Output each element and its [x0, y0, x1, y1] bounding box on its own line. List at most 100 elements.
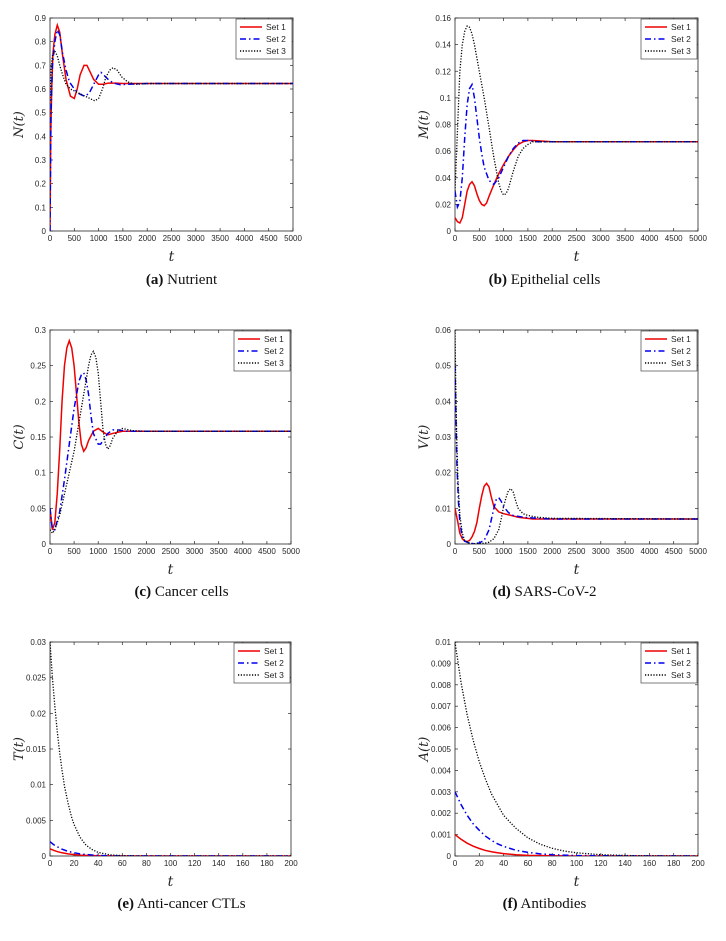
- x-tick-label: 4500: [665, 234, 683, 243]
- y-axis-label: M(t): [417, 110, 432, 140]
- caption-text: Nutrient: [167, 272, 218, 288]
- y-tick-label: 0.2: [35, 180, 47, 189]
- x-tick-label: 2000: [138, 234, 156, 243]
- x-tick-label: 2500: [568, 234, 586, 243]
- caption-f: (f) Antibodies: [363, 896, 726, 913]
- caption-tag: (f): [502, 896, 518, 912]
- x-tick-label: 200: [691, 859, 705, 868]
- y-tick-label: 0.01: [30, 781, 46, 790]
- x-tick-label: 4500: [258, 547, 276, 556]
- legend-label-2: Set 2: [264, 346, 284, 356]
- series-line-1: [455, 482, 698, 543]
- x-axis-label: t: [574, 249, 580, 265]
- y-tick-label: 0.007: [431, 702, 452, 711]
- y-tick-label: 0.16: [435, 14, 451, 23]
- x-tick-label: 40: [94, 859, 103, 868]
- x-tick-label: 3000: [186, 547, 204, 556]
- y-tick-label: 0.01: [435, 638, 451, 647]
- x-tick-label: 1500: [519, 547, 537, 556]
- y-tick-label: 0.04: [435, 397, 451, 406]
- legend-label-3: Set 3: [671, 358, 691, 368]
- x-tick-label: 3000: [187, 234, 205, 243]
- y-tick-label: 0.02: [435, 200, 451, 209]
- y-tick-label: 0: [42, 852, 47, 861]
- x-tick-label: 3000: [592, 234, 610, 243]
- legend-label-2: Set 2: [671, 34, 691, 44]
- y-tick-label: 0.08: [435, 121, 451, 130]
- y-tick-label: 0: [42, 227, 47, 236]
- chart-f: 0 20 40 60 80 100 120 140 160 180 200 0 0.001 0.002 0.…: [417, 638, 705, 890]
- x-tick-label: 0: [48, 859, 53, 868]
- x-axis-label: t: [169, 249, 175, 265]
- series-line-3: [50, 642, 291, 856]
- legend-label-3: Set 3: [264, 670, 284, 680]
- caption-text: Antibodies: [520, 896, 587, 912]
- series-line-3: [455, 330, 698, 544]
- y-tick-label: 0.3: [35, 326, 47, 335]
- y-tick-label: 0.1: [35, 469, 47, 478]
- caption-text: Cancer cells: [154, 584, 229, 600]
- x-tick-label: 160: [643, 859, 657, 868]
- y-tick-label: 0: [447, 227, 452, 236]
- x-tick-label: 1000: [89, 547, 107, 556]
- x-tick-label: 0: [48, 234, 53, 243]
- x-tick-label: 500: [473, 234, 487, 243]
- y-tick-label: 0.1: [440, 94, 452, 103]
- x-tick-label: 5000: [689, 547, 707, 556]
- legend-label-1: Set 1: [266, 22, 286, 32]
- x-tick-label: 3500: [616, 547, 634, 556]
- caption-tag: (a): [145, 272, 164, 288]
- caption-tag: (d): [492, 584, 511, 600]
- series-line-2: [455, 82, 698, 210]
- x-tick-label: 5000: [689, 234, 707, 243]
- y-tick-label: 0.25: [30, 362, 46, 371]
- legend-label-3: Set 3: [266, 46, 286, 56]
- x-tick-label: 40: [499, 859, 508, 868]
- series-line-1: [50, 22, 293, 231]
- x-tick-label: 4000: [641, 547, 659, 556]
- x-axis-label: t: [574, 562, 580, 578]
- y-tick-label: 0.14: [435, 41, 451, 50]
- y-tick-label: 0.002: [431, 809, 452, 818]
- legend-label-1: Set 1: [671, 334, 691, 344]
- x-axis-label: t: [168, 874, 174, 890]
- caption-text: SARS-CoV-2: [514, 584, 597, 600]
- series-line-3: [455, 25, 698, 196]
- y-axis-label: A(t): [417, 737, 432, 763]
- y-tick-label: 0.1: [35, 203, 47, 212]
- caption-a: (a) Nutrient: [0, 272, 363, 289]
- x-tick-label: 2500: [162, 547, 180, 556]
- y-tick-label: 0.3: [35, 156, 47, 165]
- x-tick-label: 500: [68, 234, 82, 243]
- x-tick-label: 3500: [211, 234, 229, 243]
- x-tick-label: 3500: [210, 547, 228, 556]
- y-tick-label: 0: [42, 540, 47, 549]
- x-tick-label: 4000: [641, 234, 659, 243]
- x-tick-label: 1000: [495, 234, 513, 243]
- x-axis-label: t: [574, 874, 580, 890]
- x-tick-label: 500: [473, 547, 487, 556]
- y-tick-label: 0.008: [431, 681, 452, 690]
- x-axis-label: t: [168, 562, 174, 578]
- y-tick-label: 0.01: [435, 504, 451, 513]
- x-tick-label: 1000: [90, 234, 108, 243]
- y-tick-label: 0.009: [431, 659, 452, 668]
- y-axis-label: C(t): [12, 424, 27, 449]
- x-tick-label: 0: [453, 547, 458, 556]
- x-tick-label: 0: [453, 859, 458, 868]
- legend-label-2: Set 2: [671, 658, 691, 668]
- y-tick-label: 0.2: [35, 397, 47, 406]
- x-tick-label: 4500: [665, 547, 683, 556]
- caption-b: (b) Epithelial cells: [363, 272, 726, 289]
- x-tick-label: 80: [142, 859, 151, 868]
- x-tick-label: 180: [667, 859, 681, 868]
- legend-label-3: Set 3: [671, 46, 691, 56]
- x-tick-label: 20: [475, 859, 484, 868]
- chart-d: 0 500 1000 1500 2000 2500 3000 3500 4000 4500 5000…: [417, 326, 707, 578]
- y-tick-label: 0.001: [431, 831, 452, 840]
- legend-label-1: Set 1: [671, 646, 691, 656]
- legend-label-3: Set 3: [264, 358, 284, 368]
- x-tick-label: 2000: [138, 547, 156, 556]
- chart-e: 0 20 40 60 80 100 120 140 160 180 200 0 0.005 0.01 0.0…: [12, 638, 298, 890]
- x-tick-label: 2000: [543, 547, 561, 556]
